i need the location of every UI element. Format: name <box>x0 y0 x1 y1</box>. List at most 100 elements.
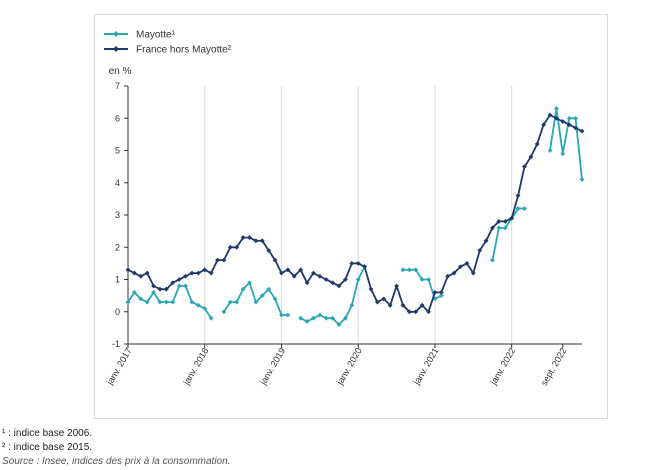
data-point-2 <box>227 244 233 250</box>
y-tick-label: 5 <box>115 146 120 156</box>
data-point-1 <box>240 286 246 292</box>
data-point-2 <box>387 302 393 308</box>
series-line-1 <box>491 207 525 261</box>
data-point-1 <box>323 315 329 321</box>
data-point-1 <box>413 267 419 273</box>
data-point-2 <box>343 277 348 282</box>
data-point-1 <box>208 315 214 321</box>
data-point-1 <box>151 290 156 295</box>
data-point-1 <box>170 299 176 305</box>
data-point-2 <box>560 119 566 124</box>
data-point-1 <box>573 115 579 121</box>
x-tick-label: janv. 2021 <box>411 346 441 387</box>
data-point-1 <box>234 299 240 305</box>
data-point-2 <box>432 290 438 295</box>
data-point-2 <box>394 283 399 289</box>
data-point-1 <box>221 309 227 315</box>
data-point-1 <box>426 277 431 282</box>
data-point-1 <box>163 299 169 305</box>
data-point-2 <box>534 141 540 147</box>
data-point-2 <box>349 260 355 266</box>
data-point-1 <box>144 299 150 305</box>
series-line-2 <box>127 114 583 313</box>
data-point-1 <box>330 315 336 321</box>
data-point-1 <box>317 312 323 318</box>
data-point-1 <box>125 299 131 305</box>
data-point-1 <box>259 293 265 299</box>
y-tick-label: 4 <box>115 178 120 188</box>
data-point-1 <box>157 299 163 305</box>
y-tick-label: 0 <box>115 307 120 317</box>
data-point-2 <box>240 235 246 240</box>
data-point-2 <box>304 280 310 286</box>
data-point-1 <box>131 290 137 295</box>
data-point-2 <box>330 280 336 286</box>
x-tick-label: janv. 2022 <box>488 346 518 387</box>
data-point-1 <box>343 315 348 321</box>
data-point-1 <box>400 267 406 273</box>
y-tick-label: 7 <box>115 81 120 91</box>
data-point-1 <box>490 257 495 263</box>
data-point-2 <box>541 122 547 128</box>
data-point-2 <box>323 277 329 282</box>
data-point-2 <box>528 154 534 160</box>
x-tick-label: janv. 2018 <box>181 346 211 387</box>
data-point-2 <box>189 270 195 276</box>
series-line-1 <box>127 284 212 319</box>
data-point-2 <box>221 257 227 263</box>
data-point-1 <box>266 286 272 292</box>
series-line-1 <box>223 281 288 316</box>
data-point-1 <box>183 283 188 289</box>
data-point-2 <box>406 309 412 315</box>
data-point-2 <box>477 248 483 253</box>
data-point-2 <box>374 299 380 305</box>
data-point-2 <box>490 225 495 231</box>
data-point-2 <box>438 290 444 295</box>
data-point-1 <box>176 283 182 289</box>
data-point-2 <box>195 270 201 276</box>
data-point-2 <box>234 244 240 250</box>
data-point-1 <box>502 225 508 231</box>
data-point-1 <box>579 177 585 182</box>
data-point-2 <box>445 273 451 279</box>
data-point-2 <box>554 115 559 121</box>
series-line-1 <box>403 268 442 300</box>
data-point-2 <box>496 219 502 224</box>
data-point-1 <box>138 296 144 302</box>
legend-label-2: France hors Mayotte² <box>136 45 232 56</box>
data-point-2 <box>291 273 297 279</box>
y-tick-label: 2 <box>115 242 120 252</box>
data-point-2 <box>247 235 252 240</box>
data-point-2 <box>138 273 144 279</box>
data-point-1 <box>406 267 412 273</box>
data-point-2 <box>170 280 176 286</box>
data-point-2 <box>176 277 182 282</box>
data-point-1 <box>438 293 444 299</box>
data-point-1 <box>522 206 527 211</box>
data-point-1 <box>285 312 291 318</box>
legend-label-1: Mayotte¹ <box>136 30 176 41</box>
data-point-2 <box>215 257 220 263</box>
data-point-2 <box>311 270 316 276</box>
data-point-2 <box>285 267 291 273</box>
data-point-1 <box>279 312 284 318</box>
y-tick-label: 1 <box>115 275 120 285</box>
data-point-2 <box>458 264 463 269</box>
data-point-1 <box>515 206 521 211</box>
data-point-2 <box>566 122 572 128</box>
legend-marker-2 <box>113 46 119 52</box>
data-point-1 <box>566 115 572 121</box>
source-note: Source : Insee, indices des prix à la co… <box>2 456 231 467</box>
data-point-1 <box>304 319 310 324</box>
data-point-2 <box>131 270 137 276</box>
data-point-2 <box>413 309 419 315</box>
data-point-1 <box>554 106 559 111</box>
data-point-1 <box>349 302 355 308</box>
data-point-2 <box>317 273 323 279</box>
data-point-2 <box>183 273 188 279</box>
data-point-2 <box>381 296 387 302</box>
y-tick-label: 3 <box>115 210 120 220</box>
data-point-1 <box>547 148 553 153</box>
data-point-1 <box>336 322 342 328</box>
